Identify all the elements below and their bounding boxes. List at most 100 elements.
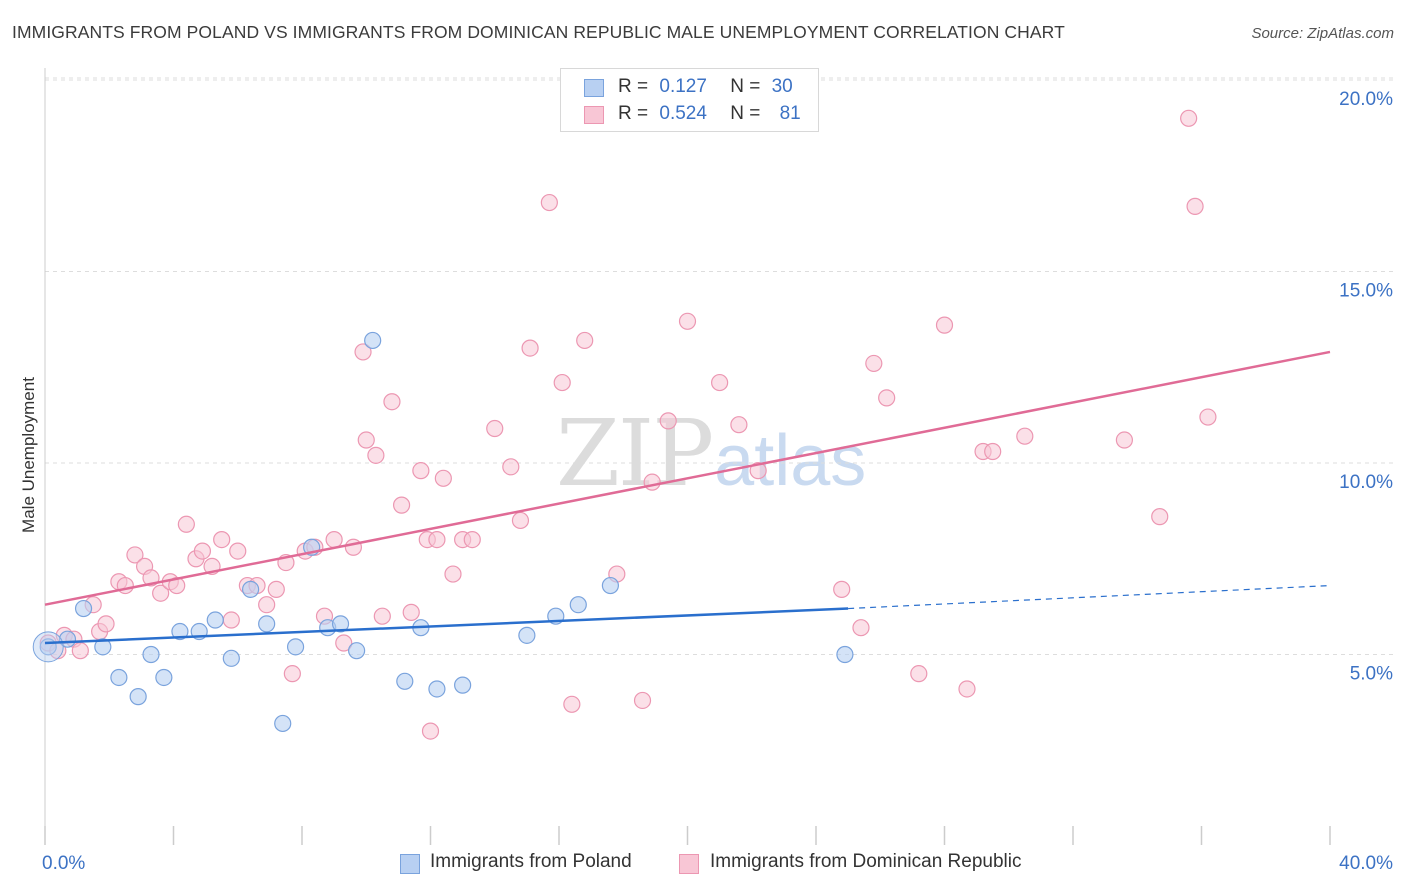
legend-n-label: N = <box>730 76 761 97</box>
dr-point <box>711 373 729 392</box>
dr-point <box>152 584 170 602</box>
dr-point <box>229 542 247 560</box>
dr-point <box>267 580 285 598</box>
dr-point <box>325 530 343 549</box>
legend-r-value: 0.127 <box>659 76 707 97</box>
legend-n-value: 30 <box>771 76 793 97</box>
poland-point <box>142 645 160 664</box>
dr-point <box>659 412 677 430</box>
tick-labels: 5.0% 10.0% 15.0% 20.0% 0.0% 40.0% <box>42 89 1393 874</box>
dr-point <box>749 462 767 480</box>
y-tick-label: 10.0% <box>1339 472 1393 493</box>
dr-point <box>392 496 411 514</box>
poland-point <box>222 649 240 667</box>
poland-point <box>454 676 472 694</box>
dr-point <box>865 354 883 373</box>
dr-point <box>258 596 276 614</box>
dr-point <box>71 642 89 660</box>
dr-point <box>643 473 661 491</box>
poland-point <box>171 622 189 641</box>
legend-n-value: 81 <box>779 103 801 124</box>
poland-point <box>364 331 382 350</box>
dr-point <box>833 580 851 598</box>
dr-point <box>486 419 504 438</box>
dr-point <box>463 530 481 549</box>
y-axis-label: Male Unemployment <box>19 377 38 533</box>
dr-point <box>521 339 539 357</box>
dr-point <box>730 416 748 434</box>
poland-point <box>396 672 414 690</box>
dr-point <box>283 665 301 683</box>
dr-point <box>428 530 446 549</box>
poland-point <box>258 615 276 633</box>
dr-points <box>39 109 1217 740</box>
dr-point <box>177 515 195 533</box>
dr-point <box>213 530 231 549</box>
dr-point <box>383 393 401 411</box>
y-tick-label: 5.0% <box>1350 664 1393 685</box>
poland-point <box>155 668 173 687</box>
poland-point <box>331 615 350 633</box>
poland-point <box>569 596 587 614</box>
dr-point <box>373 607 391 625</box>
dr-point <box>958 680 976 698</box>
dr-point <box>126 546 144 564</box>
dr-point <box>1180 109 1198 127</box>
poland-point <box>74 599 93 618</box>
dr-point <box>1115 431 1134 449</box>
poland-point <box>286 638 305 656</box>
poland-trend-extension <box>848 584 1331 610</box>
dr-point <box>335 634 353 652</box>
legend-r-label: R = <box>618 103 649 124</box>
dr-point <box>444 565 462 583</box>
dr-point <box>502 458 520 476</box>
dr-point <box>97 615 115 633</box>
bottom-legend-poland: Immigrants from Poland <box>400 851 632 874</box>
poland-point <box>129 688 147 706</box>
axes <box>44 68 1331 845</box>
bottom-legend-swatch-dr <box>679 854 699 874</box>
dr-point <box>852 619 870 637</box>
poland-point <box>836 645 854 664</box>
chart-title: IMMIGRANTS FROM POLAND VS IMMIGRANTS FRO… <box>12 22 1065 42</box>
legend-swatch-dr <box>584 106 604 124</box>
grid-lines <box>45 77 1395 655</box>
poland-point <box>274 714 292 733</box>
dr-point <box>1199 408 1217 426</box>
dr-point <box>553 373 571 392</box>
dr-point <box>421 722 440 740</box>
dr-point <box>357 431 375 449</box>
dr-point <box>193 542 212 560</box>
dr-point <box>984 442 1002 461</box>
dr-point <box>344 538 362 556</box>
dr-trend-line <box>44 350 1331 606</box>
poland-point <box>348 642 366 660</box>
dr-point <box>935 316 954 334</box>
dr-point <box>678 312 697 330</box>
y-tick-label: 20.0% <box>1339 89 1393 110</box>
legend-text-poland: R = 0.127 N = 30 <box>618 76 793 98</box>
bottom-legend-dr: Immigrants from Dominican Republic <box>679 851 1022 874</box>
poland-point <box>518 626 536 644</box>
poland-point <box>110 668 128 687</box>
poland-point <box>94 638 112 656</box>
dr-point <box>1016 427 1034 445</box>
bottom-legend-label-poland: Immigrants from Poland <box>430 851 632 872</box>
legend-text-dr: R = 0.524 N = 81 <box>618 103 801 125</box>
dr-point <box>402 603 420 621</box>
source-credit: Source: ZipAtlas.com <box>1251 25 1394 42</box>
dr-point <box>412 462 430 480</box>
bottom-legend-label-dr: Immigrants from Dominican Republic <box>710 851 1022 872</box>
correlation-legend: R = 0.127 N = 30 R = 0.524 N = 81 <box>560 68 819 132</box>
dr-point <box>563 695 581 713</box>
bottom-legend-swatch-poland <box>400 854 420 874</box>
dr-point <box>1186 197 1204 215</box>
x-tick-label-min: 0.0% <box>42 853 85 874</box>
dr-point <box>910 665 928 683</box>
dr-point <box>222 611 240 629</box>
poland-points <box>32 331 854 733</box>
dr-point <box>878 389 896 407</box>
dr-point <box>1151 508 1169 526</box>
trend-lines <box>44 350 1331 645</box>
